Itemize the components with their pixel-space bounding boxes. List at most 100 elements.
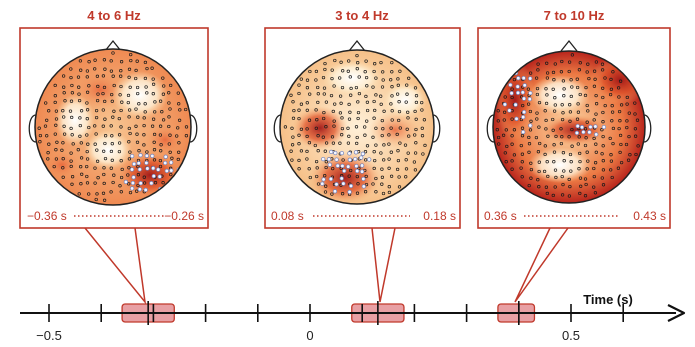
electrode xyxy=(330,68,334,72)
electrode xyxy=(62,91,66,95)
electrode xyxy=(135,132,139,136)
electrode xyxy=(128,190,133,195)
electrode xyxy=(324,184,328,188)
electrode xyxy=(544,118,548,123)
electrode xyxy=(355,191,360,195)
electrode xyxy=(527,183,531,188)
electrode xyxy=(521,103,525,108)
electrode xyxy=(382,143,386,147)
electrode xyxy=(603,103,607,108)
electrode xyxy=(404,100,408,104)
electrode xyxy=(137,102,141,106)
electrode xyxy=(45,134,49,138)
electrode xyxy=(85,90,90,94)
electrode xyxy=(546,174,550,179)
electrode xyxy=(112,173,116,177)
electrode xyxy=(69,159,73,163)
electrode xyxy=(381,191,386,196)
electrode xyxy=(340,133,344,137)
electrode xyxy=(292,108,296,113)
electrode xyxy=(578,92,582,97)
electrode xyxy=(339,101,343,105)
electrode xyxy=(382,109,386,113)
axis-tick-label: −0.5 xyxy=(36,328,62,343)
significant-electrode xyxy=(321,177,326,182)
electrode xyxy=(346,69,350,73)
significant-electrode xyxy=(151,166,156,171)
electrode xyxy=(136,115,140,119)
electrode xyxy=(330,192,334,196)
electrode xyxy=(421,152,425,156)
electrode xyxy=(616,86,621,90)
significant-electrode xyxy=(129,186,135,191)
electrode xyxy=(314,159,319,164)
electrode xyxy=(593,77,597,81)
electrode xyxy=(169,83,173,88)
electrode xyxy=(355,53,359,58)
electrode xyxy=(554,134,558,139)
electrode xyxy=(373,62,377,66)
window-start-label: 0.36 s xyxy=(484,209,517,223)
electrode xyxy=(520,152,525,156)
electrode xyxy=(512,153,517,157)
significant-electrode xyxy=(320,181,325,186)
electrode xyxy=(504,128,508,132)
electrode xyxy=(413,86,418,90)
electrode xyxy=(177,141,181,145)
electrode xyxy=(619,160,624,165)
electrode xyxy=(127,140,131,144)
electrode xyxy=(77,98,82,103)
electrode xyxy=(364,75,369,80)
significant-electrode xyxy=(594,132,599,137)
electrode xyxy=(316,85,320,90)
electrode xyxy=(552,109,557,113)
electrode xyxy=(297,91,301,96)
electrode xyxy=(70,91,75,95)
electrode xyxy=(120,100,124,104)
electrode xyxy=(94,108,99,113)
electrode xyxy=(62,124,66,128)
electrode xyxy=(70,182,74,186)
electrode xyxy=(109,124,113,128)
electrode xyxy=(127,67,132,71)
electrode xyxy=(380,175,385,179)
electrode xyxy=(347,102,351,107)
electrode xyxy=(496,119,500,123)
electrode xyxy=(422,118,427,122)
electrode xyxy=(55,140,59,144)
significant-electrode xyxy=(151,173,156,179)
electrode xyxy=(627,134,631,139)
electrode xyxy=(78,116,82,120)
electrode xyxy=(316,100,320,105)
electrode xyxy=(535,86,540,91)
electrode xyxy=(567,60,572,64)
significant-electrode xyxy=(588,124,593,130)
electrode xyxy=(551,87,555,91)
significant-electrode xyxy=(522,83,527,88)
electrode xyxy=(134,68,138,73)
significant-electrode xyxy=(130,180,136,186)
electrode xyxy=(405,83,409,87)
electrode xyxy=(144,85,148,89)
electrode xyxy=(38,140,42,144)
electrode xyxy=(152,132,157,137)
electrode xyxy=(562,87,566,91)
electrode xyxy=(153,110,157,114)
electrode xyxy=(527,135,531,140)
electrode xyxy=(364,174,368,179)
electrode xyxy=(356,110,361,115)
electrode xyxy=(135,59,139,63)
electrode xyxy=(177,118,182,122)
electrode xyxy=(387,157,391,161)
electrode xyxy=(535,92,540,97)
electrode xyxy=(110,134,114,138)
electrode xyxy=(380,118,384,123)
significant-electrode xyxy=(359,155,364,160)
significant-electrode xyxy=(137,187,142,192)
electrode xyxy=(363,125,367,129)
electrode xyxy=(170,156,174,160)
electrode xyxy=(363,133,367,137)
head-outline xyxy=(492,50,646,204)
significant-electrode xyxy=(579,125,585,130)
electrode xyxy=(323,61,327,66)
